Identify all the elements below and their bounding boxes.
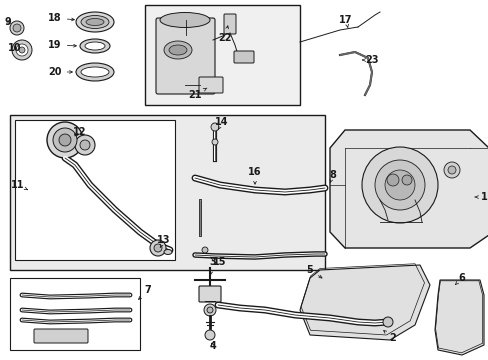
Text: 11: 11 [11,180,27,190]
Bar [10,115,325,270]
Circle shape [12,40,32,60]
Text: 10: 10 [8,43,21,53]
Text: 7: 7 [138,285,151,300]
Text: 22: 22 [218,26,231,43]
Text: 13: 13 [157,235,170,248]
Bar [10,278,140,350]
Circle shape [47,122,83,158]
Text: 21: 21 [188,88,206,100]
Polygon shape [434,280,483,355]
Ellipse shape [163,41,192,59]
Text: 2: 2 [383,330,396,343]
Text: 9: 9 [4,17,11,27]
Text: 17: 17 [339,15,352,28]
Circle shape [53,128,77,152]
FancyBboxPatch shape [234,51,253,63]
Ellipse shape [76,12,114,32]
Ellipse shape [169,45,186,55]
FancyBboxPatch shape [199,286,221,302]
FancyBboxPatch shape [199,77,223,93]
Circle shape [212,139,218,145]
Polygon shape [299,265,429,340]
Circle shape [206,307,213,313]
Circle shape [10,21,24,35]
FancyBboxPatch shape [34,329,88,343]
Circle shape [204,330,215,340]
Bar [145,5,299,105]
Circle shape [386,174,398,186]
Ellipse shape [80,39,110,53]
Polygon shape [329,130,488,248]
Ellipse shape [76,63,114,81]
Ellipse shape [81,67,109,77]
Text: 19: 19 [48,40,76,50]
Text: 15: 15 [210,257,226,267]
Circle shape [361,147,437,223]
Text: 23: 23 [362,55,378,65]
Text: 3: 3 [209,257,216,274]
Circle shape [374,160,424,210]
Bar [15,120,175,260]
Text: 4: 4 [209,341,216,351]
Text: 8: 8 [329,170,336,183]
Circle shape [150,240,165,256]
Circle shape [203,304,216,316]
Circle shape [13,24,21,32]
Text: 6: 6 [455,273,465,284]
Circle shape [384,170,414,200]
Circle shape [443,162,459,178]
Text: 18: 18 [48,13,74,23]
Circle shape [80,140,90,150]
FancyBboxPatch shape [156,18,215,94]
Ellipse shape [86,18,104,26]
Circle shape [447,166,455,174]
Circle shape [401,175,411,185]
Ellipse shape [85,42,105,50]
Circle shape [210,123,219,131]
Circle shape [202,247,207,253]
Ellipse shape [163,249,172,255]
Circle shape [19,47,25,53]
Text: 14: 14 [215,117,228,130]
Circle shape [59,134,71,146]
FancyBboxPatch shape [224,14,236,34]
Text: 5: 5 [306,265,321,278]
Ellipse shape [160,13,209,27]
Circle shape [154,244,162,252]
Text: 16: 16 [248,167,261,184]
Circle shape [382,317,392,327]
Text: 12: 12 [73,127,86,137]
Ellipse shape [81,15,109,28]
Circle shape [16,44,28,56]
Text: 20: 20 [48,67,72,77]
Text: 1: 1 [474,192,487,202]
Circle shape [75,135,95,155]
